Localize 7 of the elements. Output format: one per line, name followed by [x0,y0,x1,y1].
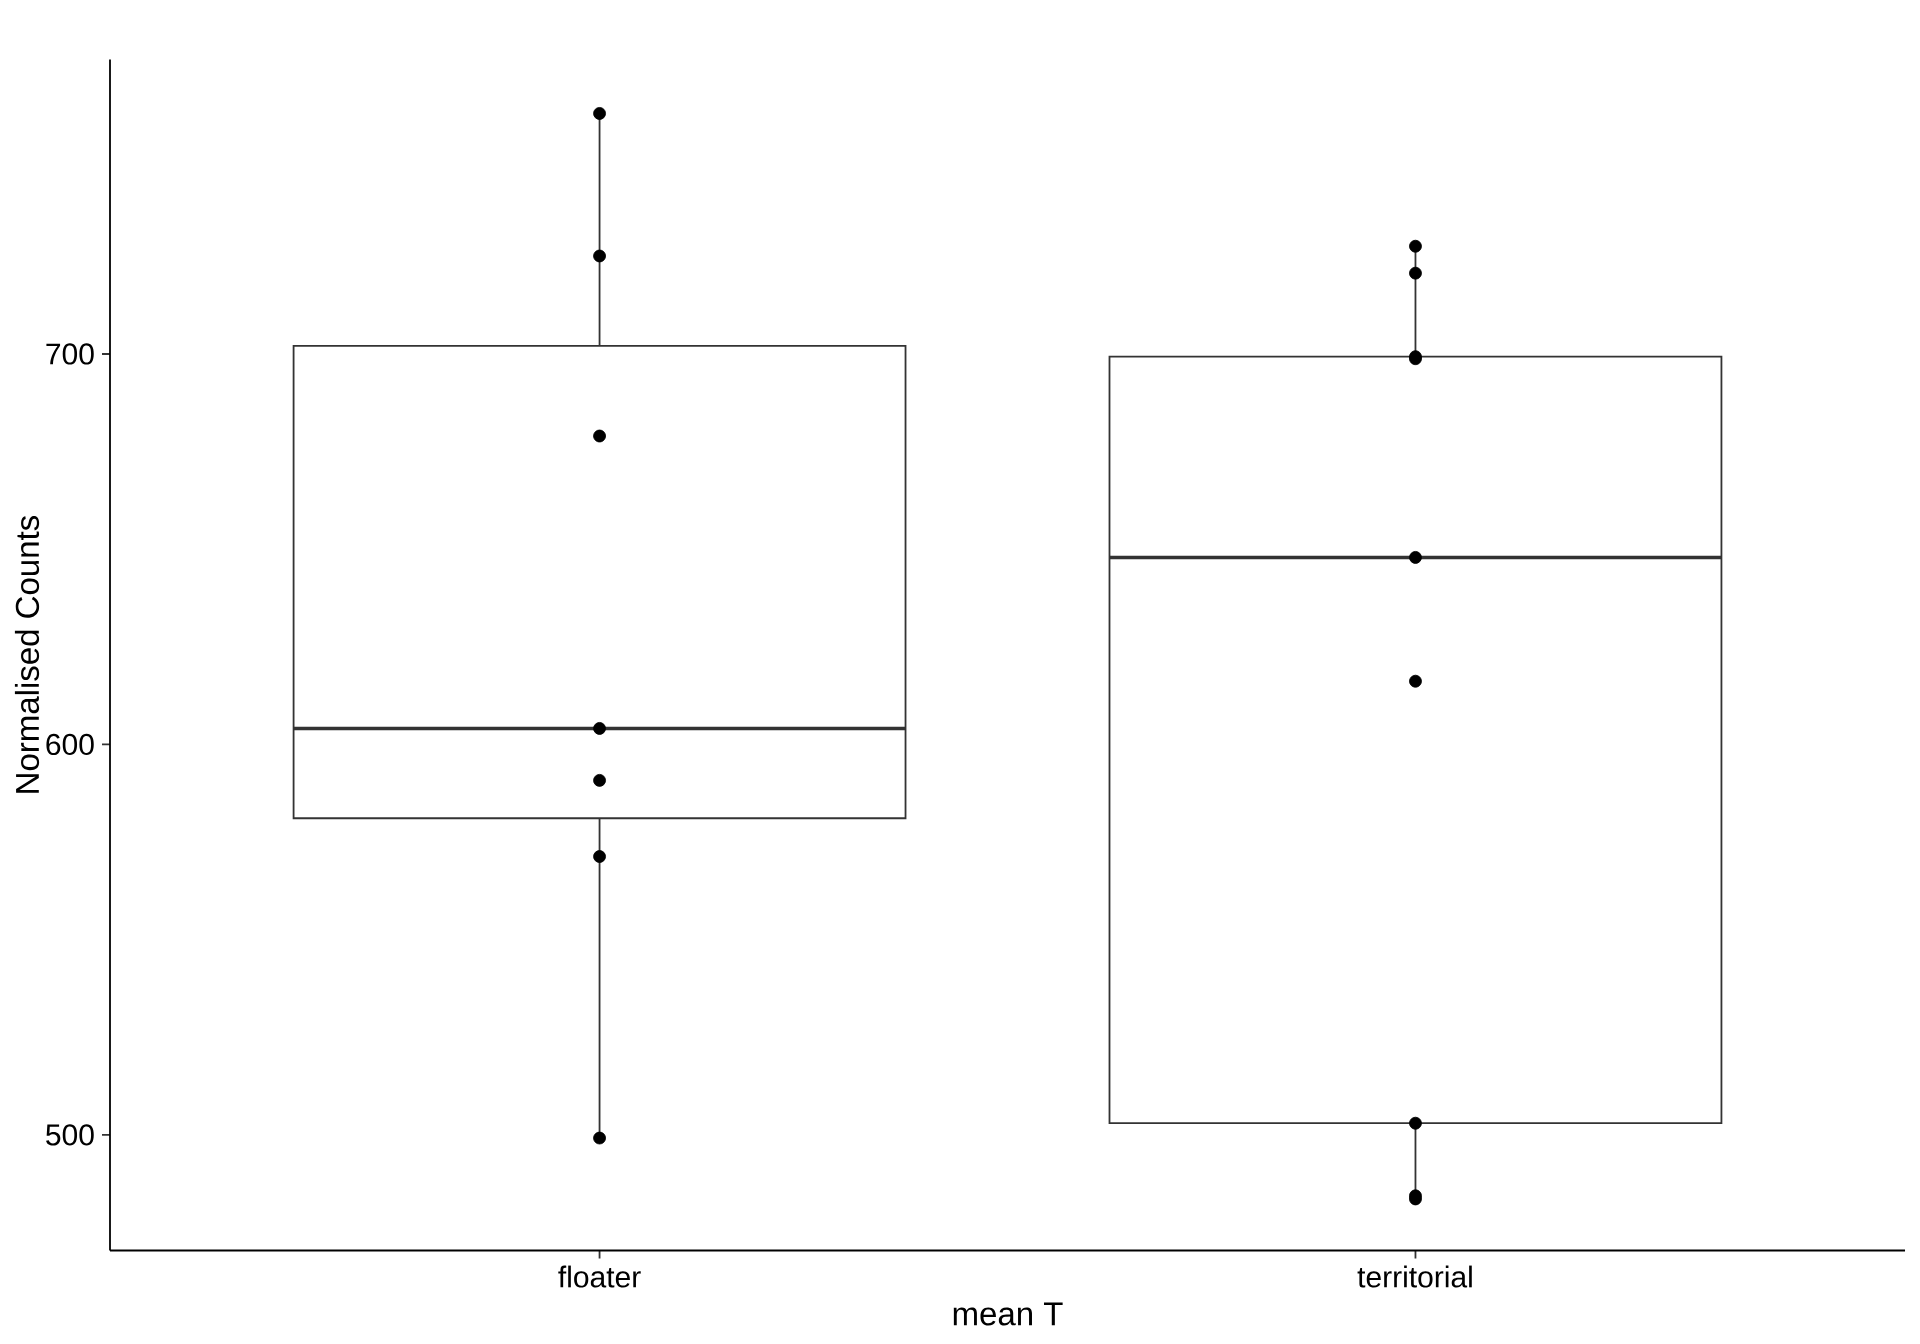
x-tick-label: territorial [1357,1265,1472,1288]
y-axis-title: Normalised Counts [14,516,40,793]
y-tick-label: 500 [46,1124,94,1146]
x-tick-label: floater [558,1265,641,1288]
y-tick-label: 700 [46,343,94,365]
y-tick-label: 600 [46,733,94,756]
x-axis-title: mean T [953,1302,1063,1326]
